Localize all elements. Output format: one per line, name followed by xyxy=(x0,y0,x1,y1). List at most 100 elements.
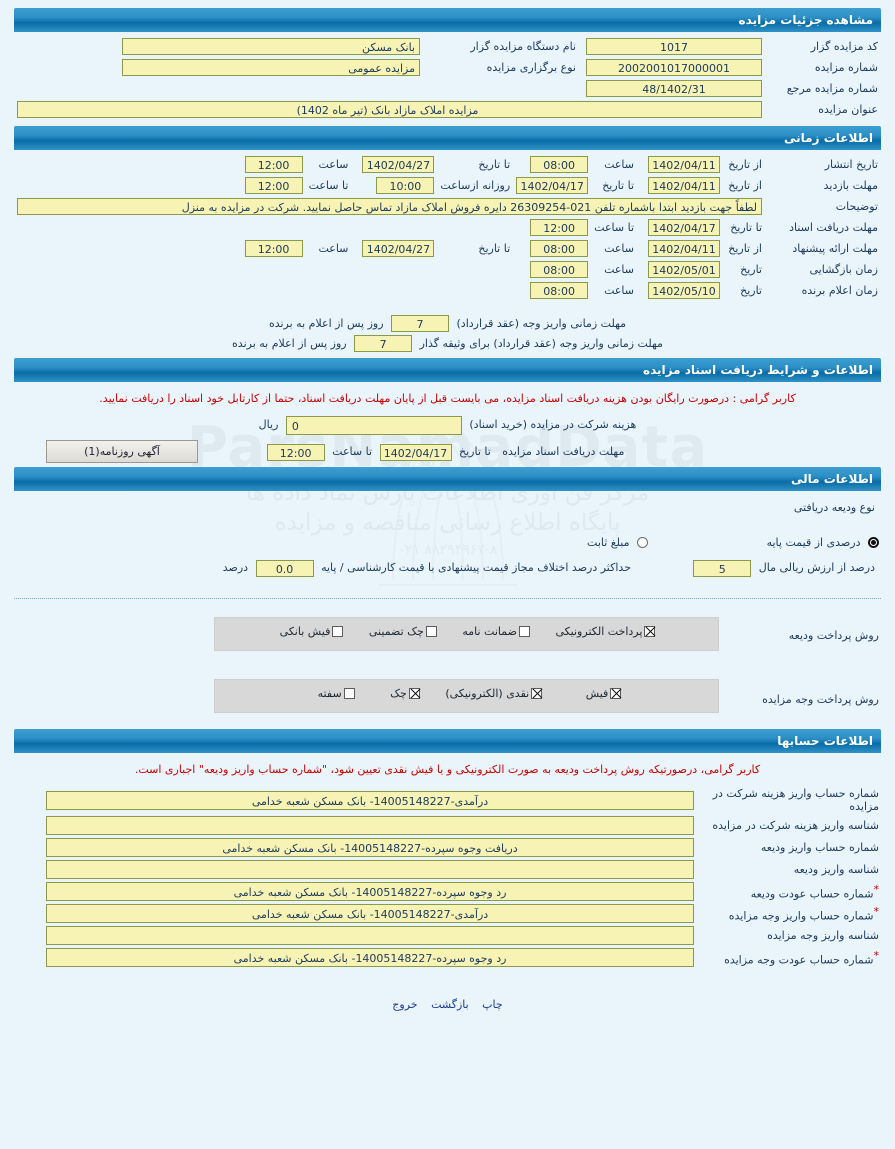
docs-deadline-to-date-field[interactable]: 1402/04/17 xyxy=(379,443,452,461)
auction-org-field[interactable]: بانک مسکن xyxy=(122,38,420,55)
docs-deadline-to-hour-field[interactable]: 12:00 xyxy=(266,443,325,461)
offer-hour[interactable]: 08:00 xyxy=(530,240,589,257)
from-date-label-3: از تاریخ xyxy=(728,242,762,255)
docs-fee-field[interactable]: 0 xyxy=(285,415,462,435)
hour-label-3: ساعت xyxy=(604,242,634,255)
visit-from-date[interactable]: 1402/04/11 xyxy=(648,177,720,194)
visit-to-hour[interactable]: 12:00 xyxy=(244,177,303,194)
winner-hour[interactable]: 08:00 xyxy=(530,282,589,299)
daily-from-label: روزانه ازساعت xyxy=(440,179,511,192)
account-field-auction-return[interactable]: رد وجوه سپرده-14005148227- بانک مسکن شعب… xyxy=(46,948,694,967)
max-diff-suffix: درصد xyxy=(222,561,249,574)
publish-from-date[interactable]: 1402/04/11 xyxy=(648,156,720,173)
back-link[interactable]: بازگشت xyxy=(431,998,469,1011)
opening-time-label: زمان بازگشایی xyxy=(809,263,879,276)
auction-org-label: نام دستگاه مزایده گزار xyxy=(470,40,576,53)
account-field-participation-fee[interactable]: درآمدی-14005148227- بانک مسکن شعبه خدامی xyxy=(46,790,694,810)
list-item: شناسه واریز ودیعه xyxy=(14,860,881,879)
auction-code-field[interactable]: 1017 xyxy=(586,38,762,55)
auction-checkbox-slip[interactable] xyxy=(610,688,622,699)
docs-section: کاربر گرامی : درصورت رایگان بودن هزینه د… xyxy=(0,382,895,467)
auction-number-field[interactable]: 2002001017000001 xyxy=(586,59,762,76)
winner-date[interactable]: 1402/05/10 xyxy=(648,282,720,299)
auction-payment-group: فیش نقدی (الکترونیکی) چک سفته xyxy=(214,678,719,713)
guarantor-deadline-field[interactable]: 7 xyxy=(354,335,413,352)
percent-value-field[interactable]: 5 xyxy=(693,559,752,577)
account-field-deposit[interactable]: دریافت وجوه سپرده-14005148227- بانک مسکن… xyxy=(46,838,694,857)
footer-links: چاپ بازگشت خروج xyxy=(0,976,895,1021)
deposit-option-electronic[interactable]: پرداخت الکترونیکی xyxy=(553,625,656,638)
newspaper-ad-button[interactable]: آگهی روزنامه(1) xyxy=(46,439,198,463)
deposit-option-certified-check-label: چک تضمینی xyxy=(368,625,424,638)
print-link[interactable]: چاپ xyxy=(482,998,503,1011)
required-star-icon: * xyxy=(873,882,880,896)
docs-deadline-to-date[interactable]: 1402/04/17 xyxy=(648,219,720,236)
max-diff-field[interactable]: 0.0 xyxy=(255,559,314,577)
visit-to-date[interactable]: 1402/04/17 xyxy=(516,177,589,194)
deposit-checkbox-certified-check[interactable] xyxy=(425,626,437,637)
account-label-participation-fee: شماره حساب واریز هزینه شرکت در مزایده xyxy=(712,787,879,813)
opening-date[interactable]: 1402/05/01 xyxy=(648,261,720,278)
table-row: مهلت ارائه پیشنهاد از تاریخ 1402/04/11 س… xyxy=(14,238,881,259)
list-item: *شماره حساب عودت وجه مزایده رد وجوه سپرد… xyxy=(14,948,881,967)
auction-checkbox-check[interactable] xyxy=(408,688,420,699)
offer-to-date[interactable]: 1402/04/27 xyxy=(362,240,435,257)
deposit-option-bank-slip[interactable]: فیش بانکی xyxy=(278,625,344,638)
account-field-auction-payment-id[interactable] xyxy=(46,926,694,945)
auction-option-cash[interactable]: نقدی (الکترونیکی) xyxy=(443,687,543,700)
publish-hour[interactable]: 08:00 xyxy=(530,156,589,173)
accounts-section: کاربر گرامی، درصورتیکه روش پرداخت ودیعه … xyxy=(0,753,895,977)
account-field-participation-fee-id[interactable] xyxy=(46,816,694,835)
account-field-deposit-id[interactable] xyxy=(46,860,694,879)
auction-payment-label: روش پرداخت وجه مزایده xyxy=(762,692,879,706)
opening-hour[interactable]: 08:00 xyxy=(530,261,589,278)
deposit-checkbox-electronic[interactable] xyxy=(644,626,656,637)
auction-checkbox-promissory[interactable] xyxy=(343,688,355,699)
exit-link[interactable]: خروج xyxy=(392,998,418,1011)
hour-label: ساعت xyxy=(604,158,634,171)
auction-checkbox-cash[interactable] xyxy=(531,688,543,699)
publish-to-hour[interactable]: 12:00 xyxy=(244,156,303,173)
list-item: *شماره حساب عودت ودیعه رد وجوه سپرده-140… xyxy=(14,882,881,901)
list-item: شناسه واریز وجه مزایده xyxy=(14,926,881,945)
divider xyxy=(14,597,881,599)
docs-deadline-label: مهلت دریافت اسناد xyxy=(789,221,878,234)
deposit-option-guarantee[interactable]: ضمانت نامه xyxy=(460,625,530,638)
auction-option-promissory[interactable]: سفته xyxy=(316,687,355,700)
auction-ref-field[interactable]: 48/1402/31 xyxy=(586,80,762,97)
account-label-participation-fee-id: شناسه واریز هزینه شرکت در مزایده xyxy=(712,819,879,832)
publish-to-date[interactable]: 1402/04/27 xyxy=(362,156,435,173)
percent-of-base-radio[interactable] xyxy=(868,537,879,548)
to-date-label-2: تا تاریخ xyxy=(602,179,634,192)
auction-option-slip[interactable]: فیش xyxy=(584,687,622,700)
to-hour-label: تا ساعت xyxy=(308,179,349,192)
offer-from-date[interactable]: 1402/04/11 xyxy=(648,240,720,257)
percent-of-base-label: درصدی از قیمت پایه xyxy=(766,535,861,549)
deposit-checkbox-bank-slip[interactable] xyxy=(332,626,344,637)
docs-deadline-to-date-label: تا تاریخ xyxy=(459,445,491,458)
description-field[interactable]: لطفاً جهت بازدید ابتدا باشماره تلفن 021-… xyxy=(17,198,762,215)
guarantor-deadline-suffix: روز پس از اعلام به برنده xyxy=(232,336,347,350)
docs-deadline-to-hour[interactable]: 12:00 xyxy=(530,219,589,236)
deposit-checkbox-guarantee[interactable] xyxy=(518,626,530,637)
date-label-2: تاریخ xyxy=(740,284,762,297)
account-label-deposit-return: *شماره حساب عودت ودیعه xyxy=(750,882,880,901)
offer-to-hour[interactable]: 12:00 xyxy=(244,240,303,257)
hour-label-5: ساعت xyxy=(604,263,634,276)
account-field-auction-payment[interactable]: درآمدی-14005148227- بانک مسکن شعبه خدامی xyxy=(46,904,694,923)
deposit-option-certified-check[interactable]: چک تضمینی xyxy=(367,625,437,638)
docs-fee-label: هزینه شرکت در مزایده (خرید اسناد) xyxy=(469,418,637,431)
table-row: مهلت بازدید از تاریخ 1402/04/11 تا تاریخ… xyxy=(14,175,881,196)
auction-type-field[interactable]: مزایده عمومی xyxy=(122,59,420,76)
auction-title-field[interactable]: مزایده املاک مازاد بانک (تیر ماه 1402) xyxy=(17,101,762,118)
visit-daily-from-hour[interactable]: 10:00 xyxy=(376,177,435,194)
account-field-deposit-return[interactable]: رد وجوه سپرده-14005148227- بانک مسکن شعب… xyxy=(46,882,694,901)
table-row: کد مزایده گزار 1017 نام دستگاه مزایده گز… xyxy=(14,36,881,57)
fixed-amount-radio[interactable] xyxy=(637,537,648,548)
required-star-icon-2: * xyxy=(873,904,880,918)
auction-ref-label: شماره مزایده مرجع xyxy=(786,82,878,95)
auction-option-check[interactable]: چک xyxy=(388,687,420,700)
table-row: زمان بازگشایی تاریخ 1402/05/01 ساعت 08:0… xyxy=(14,259,881,280)
payment-deadline-field[interactable]: 7 xyxy=(391,315,450,332)
table-row: شماره مزایده 2002001017000001 نوع برگزار… xyxy=(14,57,881,78)
